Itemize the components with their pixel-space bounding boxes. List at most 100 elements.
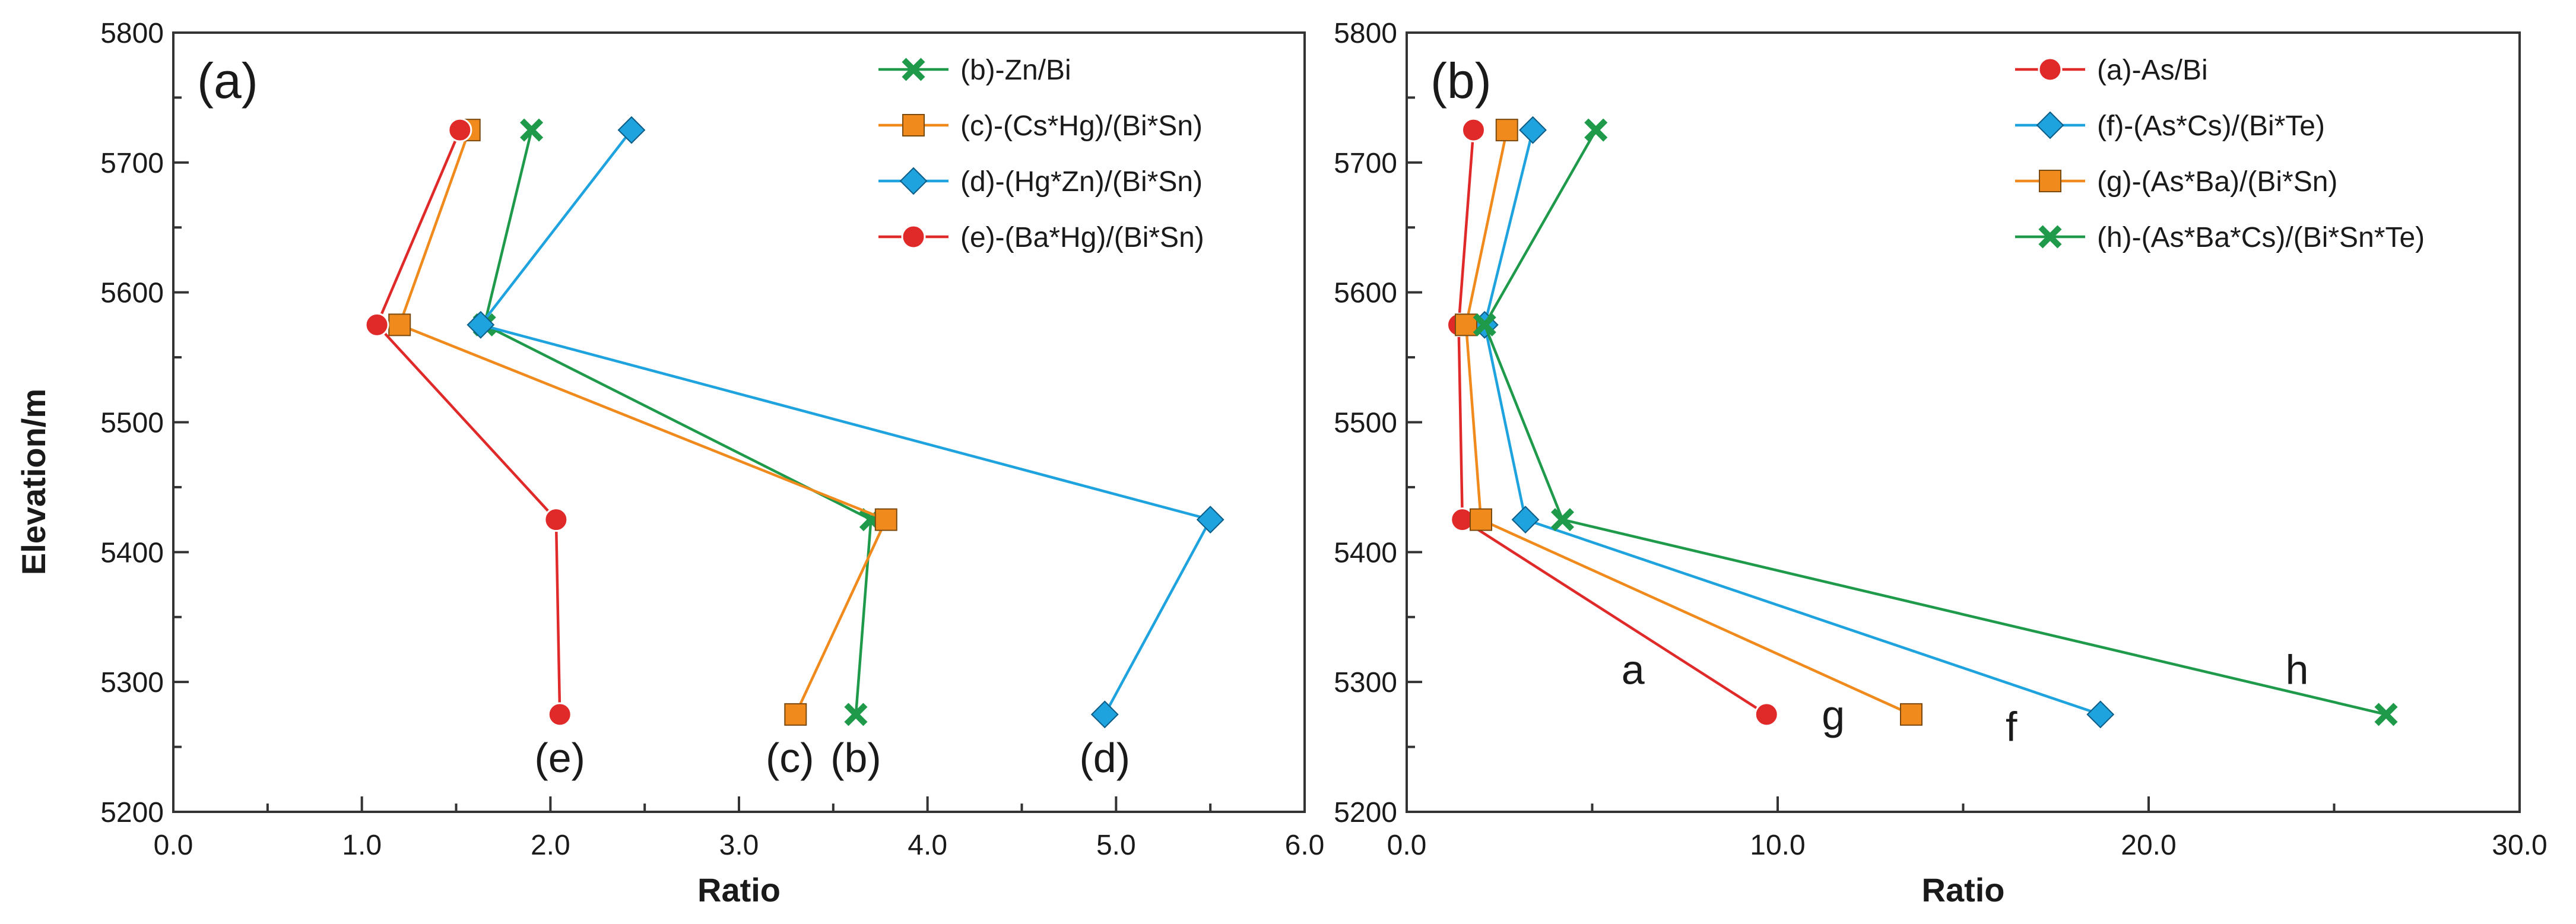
x-tick-label: 6.0 [1285, 830, 1325, 861]
legend-marker [2039, 170, 2061, 192]
legend-label: (g)-(As*Ba)/(Bi*Sn) [2097, 166, 2337, 198]
data-point [1584, 118, 1608, 142]
x-tick-label: 5.0 [1096, 830, 1136, 861]
data-point [1900, 703, 1923, 726]
y-tick-label: 5500 [1334, 408, 1397, 439]
x-tick-label: 0.0 [1387, 830, 1427, 861]
legend-marker [2038, 225, 2062, 249]
legend-item: (f)-(As*Cs)/(Bi*Te) [2015, 110, 2325, 142]
series-line [1457, 129, 1768, 716]
data-point [1550, 508, 1575, 532]
data-point [364, 312, 389, 337]
data-point [547, 702, 572, 727]
series-annotation: g [1822, 692, 1845, 738]
y-tick-label: 5400 [100, 537, 164, 569]
series-line [398, 129, 888, 715]
y-tick-label: 5200 [100, 797, 164, 828]
data-point [1090, 700, 1119, 729]
x-tick-label: 4.0 [908, 830, 947, 861]
series-right-2 [1455, 119, 1923, 726]
chart-panel-right: 5200 5300 5400 5500 5600 5700 5800 0.0 10.0 20.0 3… [1334, 18, 2547, 909]
legend-label: (f)-(As*Cs)/(Bi*Te) [2097, 110, 2325, 142]
x-tick-label: 2.0 [531, 830, 570, 861]
data-point [1461, 118, 1486, 142]
data-point [617, 116, 646, 144]
series-annotation: (b) [830, 735, 881, 781]
legend-label: (a)-As/Bi [2097, 55, 2208, 86]
legend-item: (h)-(As*Ba*Cs)/(Bi*Sn*Te) [2015, 222, 2425, 253]
data-point [448, 118, 472, 142]
series-line [483, 129, 873, 715]
legend-marker [899, 167, 928, 195]
data-point [1495, 119, 1518, 142]
data-point [1754, 702, 1779, 727]
x-tick-label: 20.0 [2121, 830, 2176, 861]
y-tick-label: 5600 [1334, 278, 1397, 309]
data-point [1196, 506, 1224, 534]
data-point [844, 703, 868, 726]
series-right-0 [1446, 118, 1779, 727]
legend-label: (b)-Zn/Bi [960, 55, 1071, 86]
series-annotation: (e) [534, 735, 585, 781]
legend-item: (g)-(As*Ba)/(Bi*Sn) [2015, 166, 2337, 198]
data-point [544, 507, 569, 532]
series-annotation: (d) [1079, 735, 1130, 781]
y-tick-label: 5600 [100, 278, 164, 309]
series-line [1464, 129, 1912, 716]
legend-label: (d)-(Hg*Zn)/(Bi*Sn) [960, 166, 1203, 198]
x-axis-title-left: Ratio [697, 871, 781, 909]
y-axis-title-left: Elevation/m [15, 389, 52, 575]
series-left-3 [364, 118, 572, 727]
data-point [388, 313, 411, 336]
series-line [479, 129, 1212, 715]
data-point [1519, 116, 1547, 144]
x-tick-label: 0.0 [154, 830, 193, 861]
legend-left: (b)-Zn/Bi (c)-(Cs*Hg)/(Bi*Sn) (d)-(Hg*Zn)/… [878, 55, 1204, 253]
x-axis-title-right: Ratio [1922, 871, 2005, 909]
legend-label: (e)-(Ba*Hg)/(Bi*Sn) [960, 222, 1204, 253]
legend-marker [902, 58, 925, 81]
y-tick-label: 5300 [100, 667, 164, 698]
legend-marker [901, 224, 926, 249]
series-line [1483, 129, 2101, 716]
data-point [1470, 508, 1492, 531]
data-point [784, 703, 807, 726]
x-tick-label: 3.0 [719, 830, 759, 861]
y-tick-label: 5700 [100, 148, 164, 179]
y-tick-label: 5200 [1334, 797, 1397, 828]
y-tick-label: 5300 [1334, 667, 1397, 698]
series-right-3 [1473, 118, 2398, 726]
legend-item: (d)-(Hg*Zn)/(Bi*Sn) [878, 166, 1203, 198]
data-point [467, 310, 495, 339]
legend-marker [2036, 111, 2064, 139]
data-point [1455, 313, 1477, 336]
panel-label-left: (a) [197, 53, 258, 109]
series-annotation: (c) [766, 735, 814, 781]
chart-panel-left: 5200 5300 5400 5500 5600 5700 5800 0.0 1.0 2.0 3.0… [100, 18, 1324, 909]
data-point [2086, 700, 2115, 729]
panel-label-right: (b) [1430, 53, 1492, 109]
x-tick-label: 1.0 [342, 830, 382, 861]
y-tick-label: 5800 [100, 18, 164, 49]
series-annotation: a [1622, 646, 1645, 693]
plot-frame-left [172, 31, 1306, 813]
x-tick-label: 30.0 [2492, 830, 2547, 861]
y-tick-label: 5500 [100, 408, 164, 439]
series-annotation: f [2006, 704, 2017, 750]
series-line [1483, 129, 2387, 716]
data-point [2374, 703, 2398, 726]
legend-item: (a)-As/Bi [2015, 55, 2208, 86]
y-tick-label: 5700 [1334, 148, 1397, 179]
data-point [1511, 506, 1540, 534]
legend-marker [902, 114, 925, 136]
legend-item: (b)-Zn/Bi [878, 55, 1071, 86]
y-tick-label: 5400 [1334, 537, 1397, 569]
legend-label: (h)-(As*Ba*Cs)/(Bi*Sn*Te) [2097, 222, 2425, 253]
data-point [520, 118, 544, 142]
data-point [1473, 313, 1496, 336]
data-point [874, 508, 897, 531]
legend-label: (c)-(Cs*Hg)/(Bi*Sn) [960, 110, 1203, 142]
legend-item: (e)-(Ba*Hg)/(Bi*Sn) [878, 222, 1204, 253]
legend-right: (a)-As/Bi (f)-(As*Cs)/(Bi*Te) (g)-(As*Ba)/… [2015, 55, 2425, 253]
